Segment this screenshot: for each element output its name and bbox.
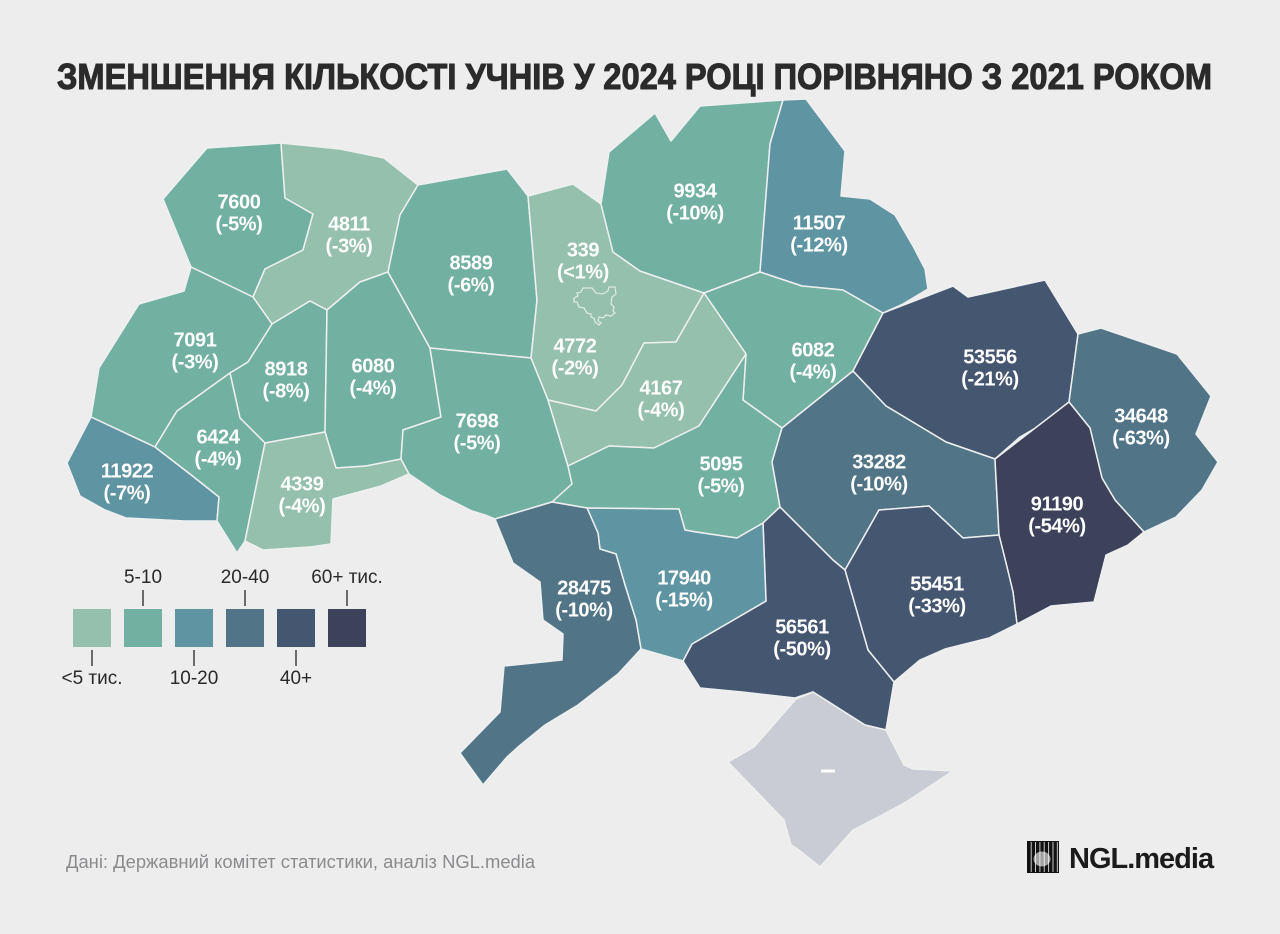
svg-text:(-2%): (-2%): [552, 358, 599, 380]
svg-text:40+: 40+: [280, 668, 312, 689]
svg-text:(<1%): (<1%): [557, 262, 609, 284]
svg-text:17940: 17940: [657, 568, 711, 590]
svg-text:4339: 4339: [281, 474, 324, 496]
svg-text:(-54%): (-54%): [1028, 516, 1086, 538]
svg-text:6082: 6082: [792, 340, 835, 362]
svg-text:5095: 5095: [700, 454, 743, 476]
svg-text:(-6%): (-6%): [448, 275, 495, 297]
svg-text:(-4%): (-4%): [638, 400, 685, 422]
svg-text:(-4%): (-4%): [195, 449, 242, 471]
svg-text:(-7%): (-7%): [104, 483, 151, 505]
svg-text:4811: 4811: [328, 214, 370, 236]
svg-text:(-50%): (-50%): [773, 639, 831, 661]
svg-text:4167: 4167: [640, 378, 683, 400]
svg-text:91190: 91190: [1031, 494, 1084, 516]
svg-text:6424: 6424: [197, 427, 241, 449]
svg-text:5-10: 5-10: [124, 567, 162, 588]
svg-text:7091: 7091: [174, 330, 217, 352]
svg-text:56561: 56561: [775, 617, 829, 639]
svg-text:(-21%): (-21%): [961, 369, 1019, 391]
svg-text:7600: 7600: [218, 192, 261, 214]
svg-text:20-40: 20-40: [221, 567, 270, 588]
svg-text:ЗМЕНШЕННЯ КІЛЬКОСТІ УЧНІВ У 20: ЗМЕНШЕННЯ КІЛЬКОСТІ УЧНІВ У 2024 РОЦІ ПО…: [57, 57, 1212, 97]
svg-text:(-3%): (-3%): [172, 352, 219, 374]
svg-text:(-10%): (-10%): [850, 474, 908, 496]
svg-text:34648: 34648: [1114, 406, 1168, 428]
svg-text:(-5%): (-5%): [216, 214, 263, 236]
svg-text:8589: 8589: [450, 253, 493, 275]
svg-text:7698: 7698: [456, 411, 499, 433]
svg-text:(-10%): (-10%): [555, 600, 613, 622]
svg-text:339: 339: [567, 240, 599, 262]
svg-text:(-4%): (-4%): [350, 378, 397, 400]
svg-text:(-4%): (-4%): [279, 496, 326, 518]
svg-text:6080: 6080: [352, 356, 395, 378]
svg-text:53556: 53556: [963, 347, 1017, 369]
svg-text:11922: 11922: [101, 461, 154, 483]
svg-text:(-12%): (-12%): [790, 235, 848, 257]
svg-text:NGL.media: NGL.media: [1069, 843, 1215, 875]
svg-text:(-4%): (-4%): [790, 362, 837, 384]
svg-text:11507: 11507: [793, 213, 846, 235]
svg-text:60+ тис.: 60+ тис.: [311, 567, 383, 588]
svg-text:10-20: 10-20: [170, 668, 219, 689]
svg-text:(-8%): (-8%): [263, 381, 310, 403]
svg-text:(-10%): (-10%): [666, 203, 724, 225]
svg-text:8918: 8918: [265, 359, 308, 381]
svg-text:9934: 9934: [674, 181, 718, 203]
svg-text:<5 тис.: <5 тис.: [61, 668, 122, 689]
svg-text:55451: 55451: [910, 574, 964, 596]
svg-text:28475: 28475: [557, 578, 611, 600]
svg-text:(-5%): (-5%): [698, 476, 745, 498]
svg-text:(-5%): (-5%): [454, 433, 501, 455]
svg-text:33282: 33282: [852, 452, 906, 474]
svg-text:(-3%): (-3%): [326, 236, 373, 258]
svg-text:4772: 4772: [554, 336, 597, 358]
svg-text:(-15%): (-15%): [655, 590, 713, 612]
svg-text:(-63%): (-63%): [1112, 428, 1170, 450]
svg-text:(-33%): (-33%): [908, 596, 966, 618]
svg-text:Дані: Державний комітет статис: Дані: Державний комітет статистики, анал…: [66, 851, 536, 872]
